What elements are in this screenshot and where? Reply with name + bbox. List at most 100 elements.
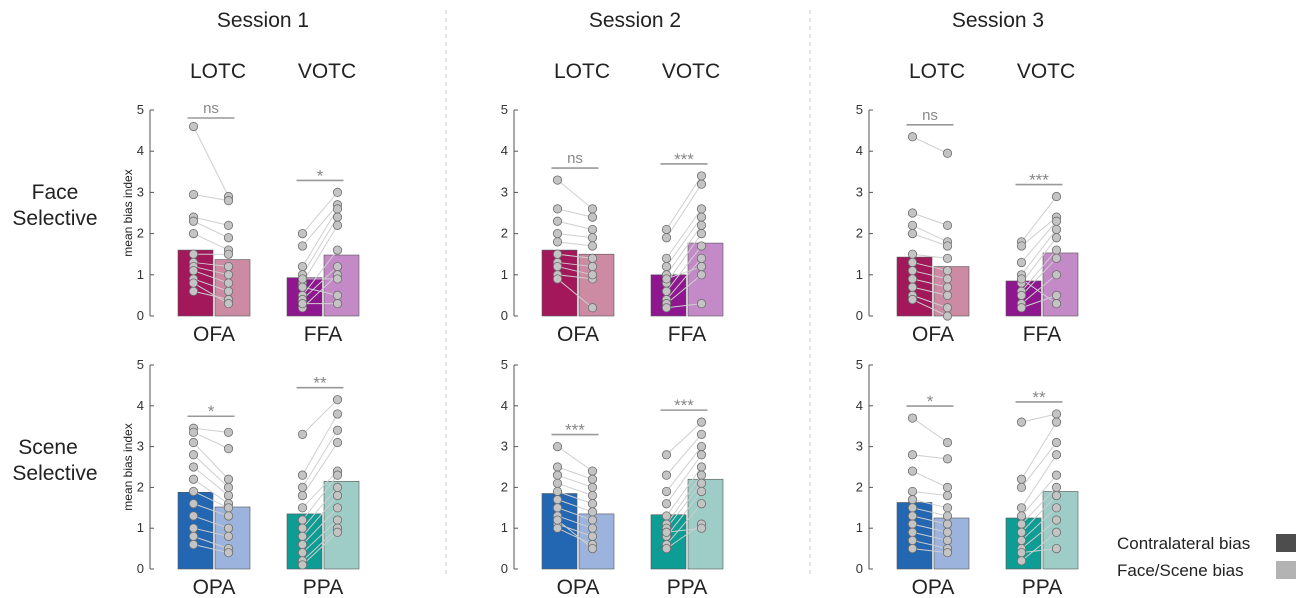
subject-point [223, 233, 234, 243]
subject-line [302, 442, 338, 496]
subject-point [552, 503, 563, 513]
subject-line [912, 278, 948, 288]
subject-line [1021, 519, 1057, 549]
subject-point [661, 527, 672, 537]
subject-point [223, 196, 234, 206]
significance-label: *** [674, 396, 694, 415]
subject-line [912, 261, 948, 272]
subject-line [557, 482, 593, 497]
subject-point [297, 482, 308, 492]
subject-line [302, 216, 338, 276]
subject-point [1051, 515, 1062, 525]
subject-line [557, 519, 593, 549]
subject-line [666, 303, 702, 309]
subject-point [587, 233, 598, 243]
subject-point [942, 282, 953, 292]
subject-point [1051, 437, 1062, 448]
subject-point [188, 462, 199, 472]
subject-point [942, 535, 953, 546]
subject-line [193, 216, 229, 226]
subject-line [912, 299, 948, 317]
subject-line [302, 413, 338, 476]
subject-point [552, 441, 563, 452]
subject-point [1051, 503, 1062, 513]
subject-line [666, 483, 702, 529]
subject-point [942, 527, 953, 537]
subject-line [1021, 216, 1057, 247]
subject-point [1051, 527, 1062, 537]
subject-line [193, 266, 229, 276]
subject-point [332, 299, 343, 309]
y-tick-label: 0 [501, 561, 508, 576]
subject-line [666, 274, 702, 305]
subject-point [552, 216, 563, 226]
subject-point [587, 499, 598, 509]
subject-line [302, 495, 338, 537]
face-scene-bar [1042, 252, 1079, 317]
subject-line [193, 193, 229, 202]
subject-point [552, 462, 563, 472]
subject-point [696, 261, 707, 272]
subject-line [666, 421, 702, 456]
subject-point [587, 224, 598, 235]
subject-point [332, 425, 343, 435]
subject-point [907, 543, 918, 554]
subject-point [223, 482, 234, 492]
subject-point [1016, 519, 1027, 529]
subject-point [332, 187, 343, 197]
subject-point [907, 266, 918, 276]
subject-line [302, 531, 338, 566]
y-tick-label: 4 [137, 143, 144, 158]
subject-point [1051, 216, 1062, 226]
subject-line [557, 208, 593, 218]
subject-line [666, 491, 702, 537]
subject-point [587, 507, 598, 517]
y-tick-label: 5 [501, 357, 508, 372]
subject-point [907, 413, 918, 423]
significance-label: *** [674, 150, 694, 169]
row-label-scene-line2: Selective [12, 462, 97, 485]
subject-point [188, 229, 199, 239]
roi-label: FFA [1023, 323, 1062, 346]
subject-line [912, 539, 948, 550]
face-scene-bar [933, 517, 970, 570]
roi-label: OFA [912, 323, 954, 346]
subject-point [907, 527, 918, 537]
subject-line [1021, 495, 1057, 533]
subject-line [666, 225, 702, 276]
subject-point [587, 543, 598, 554]
subject-point [661, 233, 672, 243]
y-tick-label: 2 [856, 226, 863, 241]
subject-point [297, 429, 308, 439]
subject-line [666, 434, 702, 476]
significance-label: ns [203, 100, 219, 117]
subject-point [942, 220, 953, 230]
significance-label: ns [567, 150, 583, 167]
y-tick-label: 4 [501, 143, 508, 158]
subject-point [332, 204, 343, 214]
subject-point [1051, 482, 1062, 492]
y-tick-label: 2 [856, 479, 863, 494]
session-3-title: Session 3 [952, 9, 1044, 32]
legend-label-contralateral: Contralateral bias [1117, 534, 1250, 553]
subject-point [332, 490, 343, 501]
subject-point [188, 427, 199, 437]
subject-point [297, 523, 308, 533]
subject-line [193, 282, 229, 305]
subject-line [1021, 294, 1057, 309]
subject-line [1021, 274, 1057, 305]
region-label-votc: VOTC [298, 60, 356, 83]
subject-line [302, 399, 338, 435]
roi-label: PPA [667, 576, 707, 598]
subject-line [302, 225, 338, 284]
subject-line [666, 257, 702, 300]
subject-point [587, 270, 598, 280]
subject-line [912, 548, 948, 554]
subject-point [332, 395, 343, 405]
subject-line [193, 278, 229, 292]
subject-point [907, 486, 918, 497]
subject-point [332, 527, 343, 537]
subject-line [912, 233, 948, 247]
subject-point [661, 274, 672, 284]
y-tick-label: 5 [856, 102, 863, 117]
